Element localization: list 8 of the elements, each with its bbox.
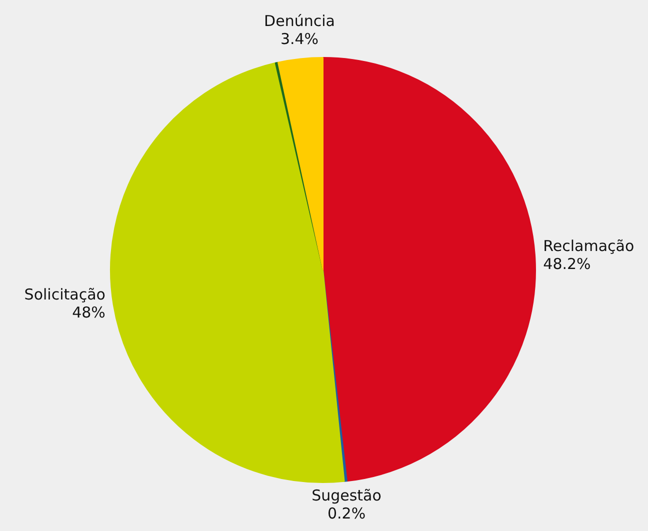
slice-label: Solicitação xyxy=(24,285,106,304)
data-label: 3.4% xyxy=(280,30,319,48)
data-label: 48.2% xyxy=(543,254,591,273)
slice-label: Reclamação xyxy=(543,236,634,255)
data-label: 0.2% xyxy=(327,504,366,523)
data-label: 48% xyxy=(72,303,106,322)
slice-label: Denúncia xyxy=(264,12,335,30)
slice-label: Sugestão xyxy=(312,486,382,505)
